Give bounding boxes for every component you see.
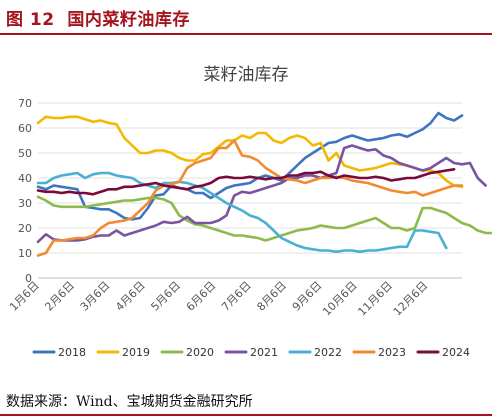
x-tick-label: 6月6日 — [184, 279, 219, 314]
y-tick-label: 10 — [18, 247, 32, 260]
series-line-2023 — [36, 139, 464, 257]
legend-label: 2020 — [186, 346, 214, 359]
x-tick-label: 10月6日 — [320, 279, 360, 319]
source-note: 数据来源：Wind、宝城期货金融研究所 — [6, 394, 253, 410]
y-tick-label: 60 — [18, 122, 32, 135]
chart-title: 菜籽油库存 — [204, 65, 289, 85]
y-axis-ticks: 0 10 20 30 40 50 60 70 — [18, 97, 32, 285]
legend-item-2021: 2021 — [224, 346, 278, 359]
legend-label: 2021 — [250, 346, 278, 359]
x-tick-label: 4月6日 — [113, 279, 148, 314]
figure-title-text: 国内菜籽油库存 — [67, 10, 190, 30]
legend-label: 2018 — [58, 346, 86, 359]
header-rule — [0, 33, 492, 35]
x-axis: 1月6日 2月6日 3月6日 4月6日 5月6日 6月6日 7月6日 8月6日 9月6日10月6… — [7, 279, 430, 319]
series-line-2021 — [36, 144, 487, 244]
legend-item-2019: 2019 — [96, 346, 150, 359]
legend-item-2022: 2022 — [288, 346, 342, 359]
x-tick-label: 2月6日 — [42, 279, 77, 314]
y-tick-label: 40 — [18, 172, 32, 185]
legend-item-2023: 2023 — [352, 346, 406, 359]
legend-label: 2023 — [378, 346, 406, 359]
x-tick-label: 7月6日 — [219, 279, 254, 314]
legend-item-2024: 2024 — [416, 346, 470, 359]
legend-item-2020: 2020 — [160, 346, 214, 359]
legend-label: 2022 — [314, 346, 342, 359]
x-tick-label: 8月6日 — [254, 279, 289, 314]
figure-header: 图 12 国内菜籽油库存 — [0, 0, 492, 35]
y-tick-label: 20 — [18, 222, 32, 235]
figure-label: 图 12 — [6, 10, 55, 30]
y-tick-label: 70 — [18, 97, 32, 110]
series-line-2019 — [36, 115, 464, 189]
legend-label: 2024 — [442, 346, 470, 359]
y-tick-label: 30 — [18, 197, 32, 210]
legend-item-2018: 2018 — [32, 346, 86, 359]
y-tick-label: 50 — [18, 147, 32, 160]
x-tick-label: 5月6日 — [148, 279, 183, 314]
series-line-2024 — [36, 168, 456, 196]
series-lines — [36, 111, 492, 257]
x-tick-label: 3月6日 — [78, 279, 113, 314]
footer-rule — [0, 414, 492, 416]
series-line-2018 — [36, 111, 464, 221]
series-line-2022 — [36, 171, 448, 254]
y-tick-label: 0 — [25, 272, 32, 285]
legend-label: 2019 — [122, 346, 150, 359]
legend: 2018 2019 2020 2021 2022 2023 2024 — [32, 346, 470, 359]
x-tick-label: 12月6日 — [391, 279, 431, 319]
x-tick-label: 11月6日 — [355, 279, 395, 319]
series-line-2020 — [36, 195, 492, 242]
figure-title: 图 12 国内菜籽油库存 — [6, 5, 190, 30]
line-chart: 菜籽油库存 0 10 20 30 40 50 60 70 1月6日 2月6日 3月6日 4月6日 5月… — [7, 65, 492, 359]
x-tick-label: 9月6日 — [290, 279, 325, 314]
